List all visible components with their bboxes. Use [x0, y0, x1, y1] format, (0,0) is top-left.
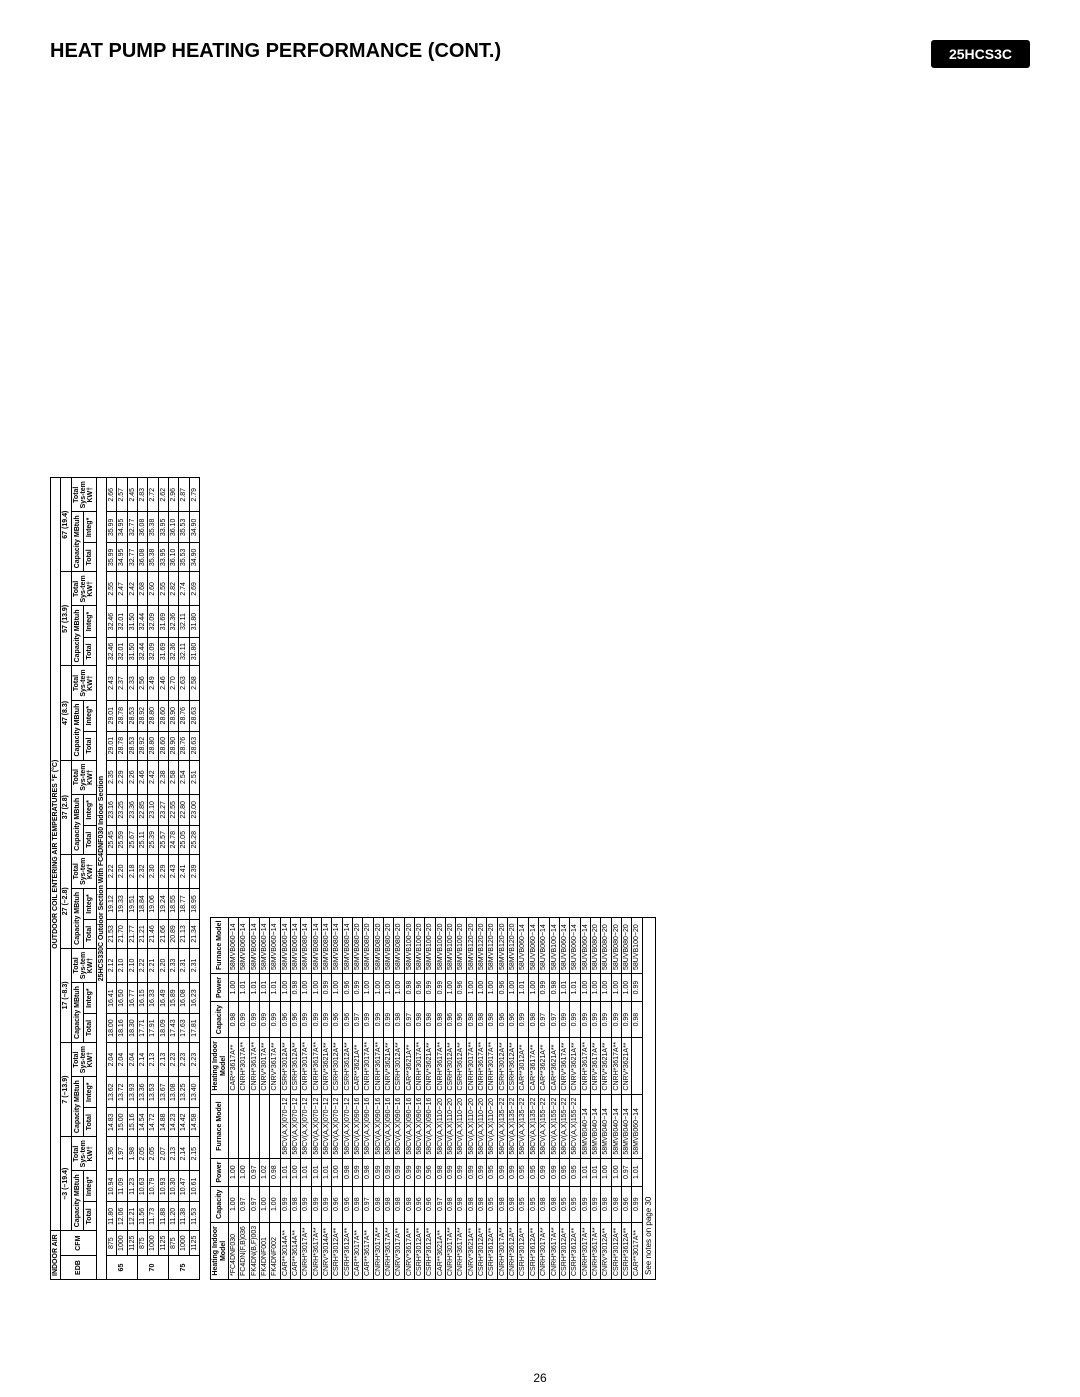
performance-table: INDOOR AIROUTDOOR COIL ENTERING AIR TEMP…	[50, 477, 200, 1280]
page-number: 26	[0, 1371, 1080, 1385]
page-title: HEAT PUMP HEATING PERFORMANCE (CONT.)	[50, 40, 501, 63]
model-badge: 25HCS3C	[931, 40, 1030, 68]
model-combination-table: Heating IndoorModelCapacityPowerFurnace …	[210, 917, 656, 1280]
